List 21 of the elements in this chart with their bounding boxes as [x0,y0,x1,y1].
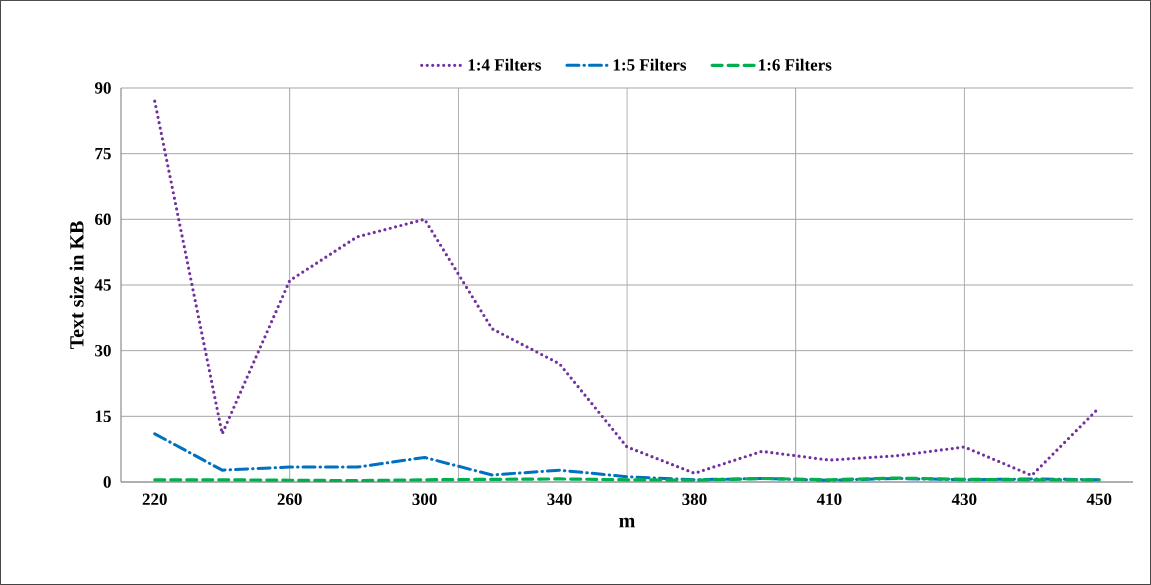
legend-label: 1:5 Filters [613,58,687,71]
legend-label: 1:6 Filters [759,58,832,71]
y-tick-label: 15 [95,410,111,423]
x-tick-label: 430 [951,493,977,505]
x-tick-label: 260 [277,493,302,505]
legend-label: 1:4 Filters [468,58,542,71]
x-tick-label: 380 [682,493,707,505]
y-axis-title: Text size in KB [69,221,84,350]
y-tick-label: 90 [94,82,111,94]
line-series [153,432,1101,482]
y-tick-label: 75 [95,148,111,160]
y-tick-label: 0 [103,476,111,488]
x-tick-label: 300 [412,493,437,505]
y-tick-label: 30 [95,344,111,357]
y-tick-label: 45 [94,279,111,291]
x-tick-label: 410 [816,493,842,505]
y-tick-label: 60 [95,213,111,226]
x-tick-label: 450 [1086,493,1112,505]
x-tick-label: 340 [547,493,572,505]
x-tick-label: 220 [142,493,167,505]
x-axis-title: m [619,517,635,528]
